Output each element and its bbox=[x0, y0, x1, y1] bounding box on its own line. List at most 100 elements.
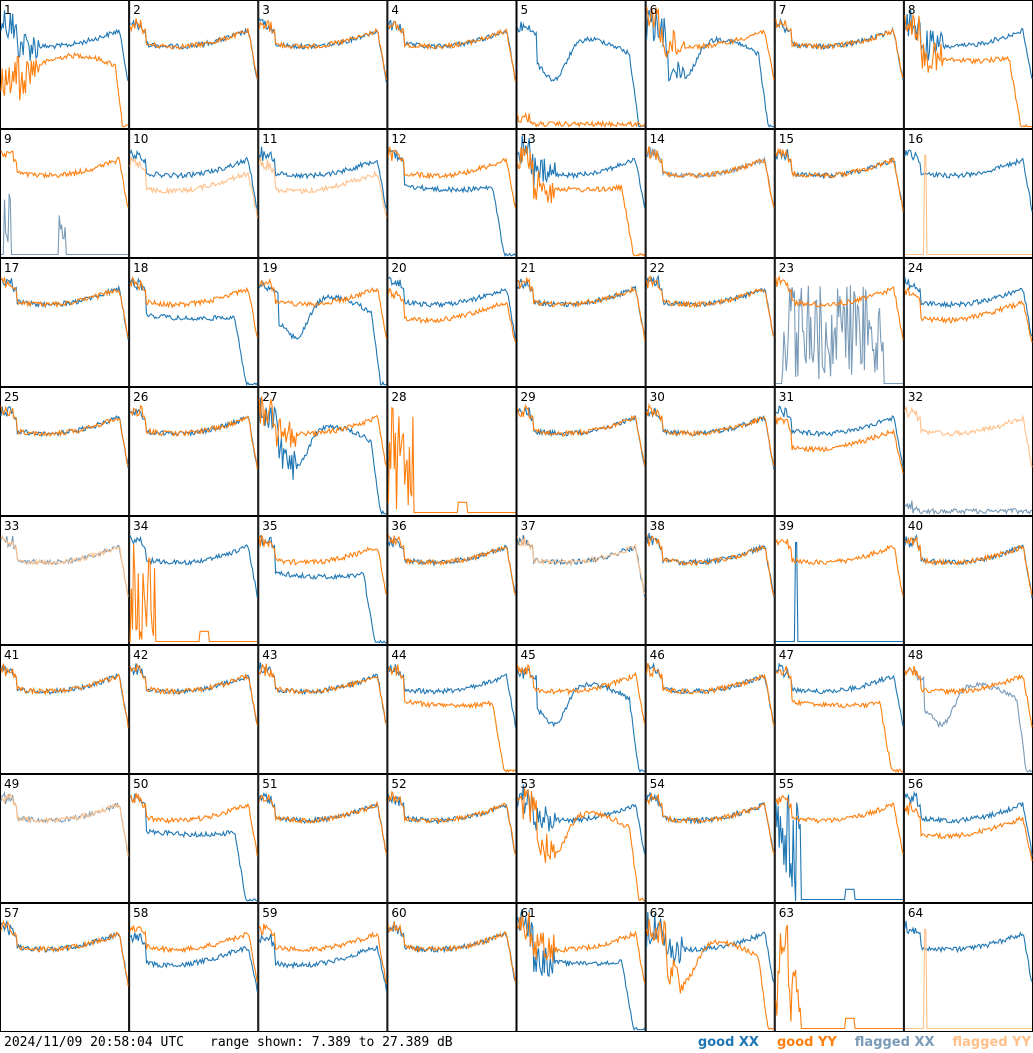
series-yy-good bbox=[387, 790, 517, 856]
series-yy-good bbox=[516, 112, 646, 129]
panel-frame bbox=[387, 387, 517, 516]
panel-number: 18 bbox=[133, 261, 148, 275]
panel-frame bbox=[903, 903, 1033, 1032]
series-xx-good bbox=[775, 17, 904, 80]
panel-42: 42 bbox=[129, 645, 259, 774]
series-xx-good bbox=[904, 790, 1033, 857]
panel-12: 12 bbox=[387, 129, 517, 258]
panel-41: 41 bbox=[0, 645, 130, 774]
panel-frame bbox=[129, 645, 259, 774]
series-yy-flagged bbox=[0, 535, 129, 598]
panel-23: 23 bbox=[774, 258, 904, 387]
series-yy-good bbox=[129, 662, 258, 726]
panel-number: 52 bbox=[391, 777, 406, 791]
series-yy-good bbox=[646, 534, 775, 597]
panel-number: 54 bbox=[650, 777, 665, 791]
panel-frame bbox=[0, 516, 130, 645]
panel-number: 32 bbox=[908, 390, 923, 404]
panel-frame bbox=[129, 0, 259, 129]
series-xx-good bbox=[129, 408, 258, 466]
series-yy-good bbox=[646, 6, 775, 80]
series-yy-good bbox=[646, 146, 775, 208]
series-xx-good bbox=[387, 793, 517, 855]
panel-frame bbox=[0, 645, 130, 774]
panel-2: 2 bbox=[129, 0, 259, 129]
panel-5: 5 bbox=[516, 0, 646, 129]
panel-frame bbox=[129, 129, 259, 258]
timestamp: 2024/11/09 20:58:04 UTC bbox=[4, 1035, 185, 1050]
panel-62: 62 bbox=[645, 903, 775, 1032]
series-yy-flagged bbox=[258, 157, 387, 218]
series-yy-good bbox=[775, 416, 904, 474]
series-yy-good bbox=[775, 924, 903, 1030]
series-xx-good bbox=[646, 10, 774, 128]
series-xx-flagged bbox=[904, 500, 1033, 516]
panel-number: 25 bbox=[4, 390, 19, 404]
panel-14: 14 bbox=[645, 129, 775, 258]
series-xx-good bbox=[0, 10, 129, 82]
panel-number: 42 bbox=[133, 648, 148, 662]
series-xx-good bbox=[258, 280, 387, 386]
panel-6: 6 bbox=[645, 0, 775, 129]
panel-43: 43 bbox=[258, 645, 388, 774]
panel-number: 17 bbox=[4, 261, 19, 275]
panel-24: 24 bbox=[903, 258, 1033, 387]
series-yy-good bbox=[904, 14, 1032, 128]
panel-frame bbox=[129, 774, 259, 903]
panel-7: 7 bbox=[774, 0, 904, 129]
series-yy-good bbox=[775, 18, 904, 79]
panel-number: 50 bbox=[133, 777, 148, 791]
panel-number: 40 bbox=[908, 519, 923, 533]
panel-number: 26 bbox=[133, 390, 148, 404]
panel-number: 1 bbox=[4, 3, 12, 17]
series-yy-good bbox=[775, 275, 904, 340]
series-xx-good bbox=[775, 405, 904, 468]
panel-61: 61 bbox=[516, 903, 646, 1032]
panel-1: 1 bbox=[0, 0, 130, 129]
panel-number: 4 bbox=[391, 3, 399, 17]
panel-frame bbox=[258, 774, 388, 903]
panel-frame bbox=[774, 129, 904, 258]
series-xx-good bbox=[129, 535, 258, 598]
panel-32: 32 bbox=[903, 387, 1033, 516]
panel-number: 31 bbox=[779, 390, 794, 404]
legend: good XX good YY flagged XX flagged YY bbox=[698, 1033, 1031, 1053]
panel-frame bbox=[516, 387, 646, 516]
panel-number: 64 bbox=[908, 906, 923, 920]
panel-39: 39 bbox=[774, 516, 904, 645]
series-xx-good bbox=[516, 667, 645, 773]
series-yy-good bbox=[129, 276, 258, 338]
series-xx-good bbox=[516, 21, 645, 128]
panel-number: 47 bbox=[779, 648, 794, 662]
panel-number: 22 bbox=[650, 261, 665, 275]
panel-number: 44 bbox=[391, 648, 406, 662]
panel-number: 37 bbox=[521, 519, 536, 533]
panel-frame bbox=[645, 516, 775, 645]
series-yy-good bbox=[775, 538, 904, 596]
panel-number: 27 bbox=[262, 390, 277, 404]
legend-flagged-yy: flagged YY bbox=[952, 1035, 1032, 1050]
panel-number: 2 bbox=[133, 3, 141, 17]
panel-frame bbox=[0, 387, 130, 516]
series-yy-good bbox=[387, 664, 516, 773]
series-yy-flagged bbox=[904, 154, 1032, 256]
panel-number: 24 bbox=[908, 261, 923, 275]
panel-frame bbox=[903, 0, 1033, 129]
series-yy-good bbox=[646, 663, 775, 726]
panel-frame bbox=[774, 903, 904, 1032]
panel-frame bbox=[516, 258, 646, 387]
panel-19: 19 bbox=[258, 258, 388, 387]
panel-number: 28 bbox=[391, 390, 406, 404]
panel-frame bbox=[0, 903, 130, 1032]
panel-frame bbox=[903, 258, 1033, 387]
series-yy-good bbox=[516, 912, 646, 983]
panel-59: 59 bbox=[258, 903, 388, 1032]
panel-frame bbox=[387, 774, 517, 903]
panel-frame bbox=[645, 774, 775, 903]
series-xx-flagged bbox=[0, 790, 129, 854]
panel-number: 39 bbox=[779, 519, 794, 533]
panel-frame bbox=[129, 516, 259, 645]
panel-31: 31 bbox=[774, 387, 904, 516]
series-yy-good bbox=[0, 405, 129, 467]
panel-number: 23 bbox=[779, 261, 794, 275]
